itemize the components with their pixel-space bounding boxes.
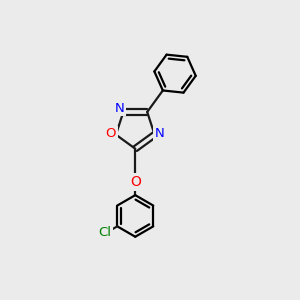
Text: Cl: Cl [98, 226, 111, 239]
Text: O: O [106, 127, 116, 140]
Text: O: O [130, 175, 141, 189]
Text: N: N [115, 102, 125, 115]
Text: N: N [154, 127, 164, 140]
